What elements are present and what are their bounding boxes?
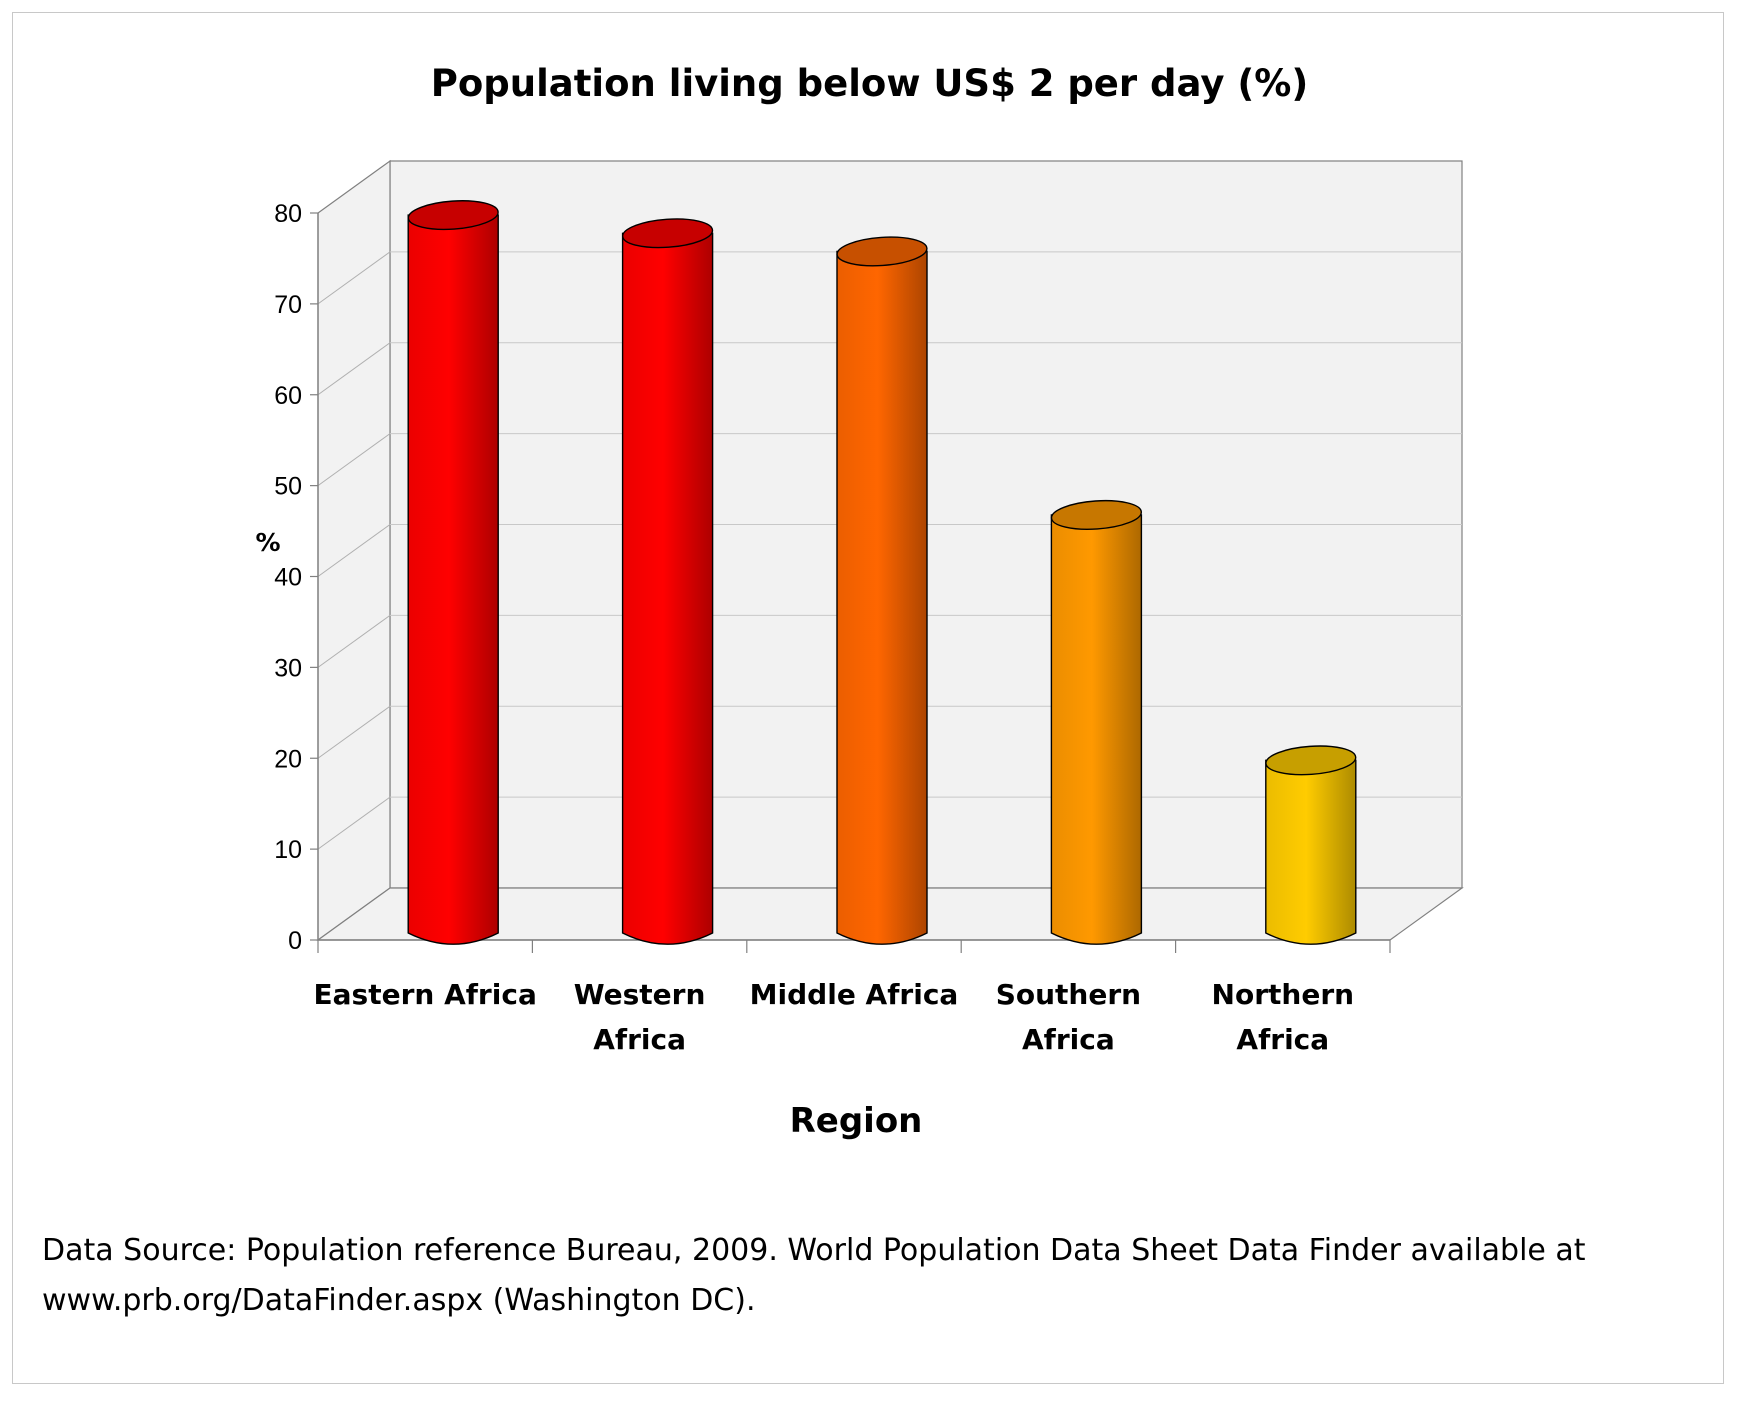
- bar-top: [1265, 745, 1357, 776]
- y-tick-label: 60: [274, 382, 302, 410]
- bar-top: [407, 200, 499, 231]
- x-tick-label: Western Africa: [574, 978, 706, 1056]
- bar-body: [1265, 759, 1357, 945]
- x-tick-label-line: Southern: [996, 978, 1141, 1011]
- y-tick-label: 50: [274, 473, 302, 501]
- bar: [621, 218, 714, 945]
- chart-title: Population living below US$ 2 per day (%…: [430, 62, 1309, 105]
- x-tick-label-line: Eastern Africa: [314, 978, 537, 1011]
- x-tick-label: Middle Africa: [750, 978, 959, 1011]
- x-tick-label-line: Middle Africa: [750, 978, 959, 1011]
- y-tick-label: 10: [274, 836, 302, 864]
- data-source-line-1: Data Source: Population reference Bureau…: [42, 1233, 1586, 1268]
- data-source-note: Data Source: Population reference Bureau…: [42, 1226, 1682, 1326]
- bar-top: [836, 236, 928, 267]
- bar: [1265, 745, 1357, 945]
- side-gridline: [317, 433, 391, 487]
- x-tick-label-line: Northern: [1212, 978, 1355, 1011]
- x-tick-label-line: Africa: [593, 1023, 686, 1056]
- bar: [836, 236, 928, 945]
- bar: [407, 200, 499, 945]
- y-tick-label: 70: [274, 291, 302, 319]
- bar-top: [1050, 499, 1143, 530]
- bar-body: [621, 232, 714, 945]
- bars: [407, 200, 1357, 945]
- data-source-line-2: www.prb.org/DataFinder.aspx (Washington …: [42, 1283, 756, 1318]
- x-tick-labels: Eastern Africa Western Africa Middle Africa…: [314, 978, 1355, 1056]
- bar: [1050, 499, 1143, 945]
- x-tick-label-line: Africa: [1022, 1023, 1115, 1056]
- x-tick-label: Northern Africa: [1212, 978, 1355, 1056]
- x-axis-title: Region: [790, 1101, 923, 1141]
- side-gridline: [317, 251, 391, 305]
- x-tick-label-line: Western: [574, 978, 706, 1011]
- bar-body: [1050, 514, 1143, 945]
- bar-body: [836, 250, 928, 945]
- chart-frame: [12, 12, 1724, 1384]
- y-tick-label: 80: [274, 200, 302, 228]
- bar-top: [621, 218, 714, 249]
- side-gridline: [317, 614, 391, 668]
- side-gridline: [317, 796, 391, 850]
- bar-body: [407, 214, 499, 945]
- y-tick-label: 30: [274, 654, 302, 682]
- side-gridline: [317, 705, 391, 759]
- side-gridline: [317, 342, 391, 396]
- y-tick-label: 40: [274, 564, 302, 592]
- y-tick-labels: 0 10 20 30 40 50 60 70 80: [274, 200, 302, 955]
- x-tick-label: Eastern Africa: [314, 978, 537, 1011]
- y-axis-title: %: [255, 528, 280, 557]
- x-tick-label: Southern Africa: [996, 978, 1141, 1056]
- y-tick-label: 20: [274, 745, 302, 773]
- side-gridline: [317, 524, 391, 577]
- y-tick-label: 0: [288, 927, 302, 955]
- x-tick-label-line: Africa: [1236, 1023, 1329, 1056]
